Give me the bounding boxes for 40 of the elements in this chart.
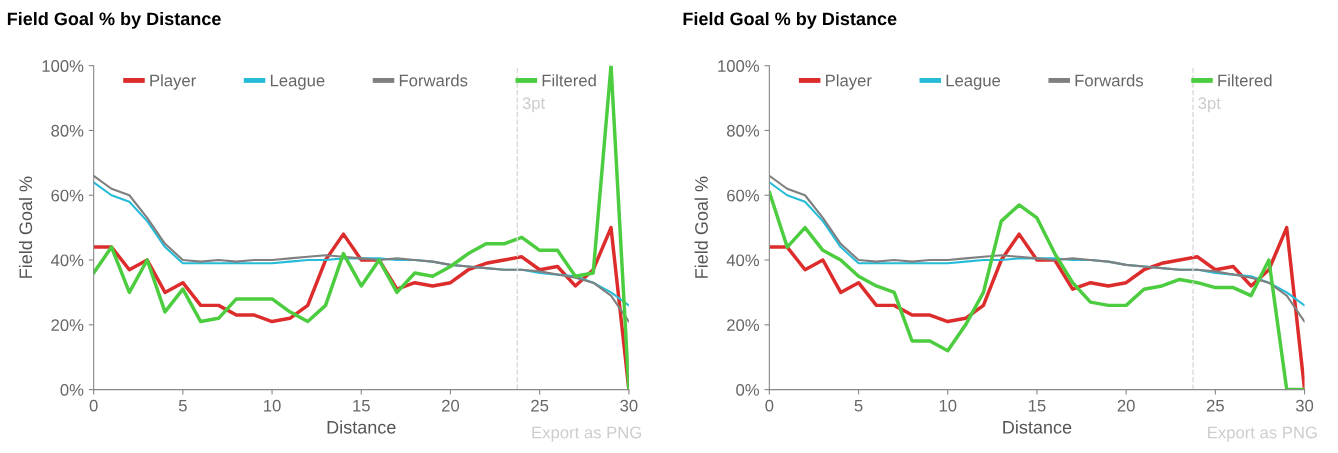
y-tick-label: 0% [736,383,760,396]
x-tick-label: 0 [765,399,774,412]
y-axis-title: Field Goal % [694,176,708,278]
legend-label: Forwards [1075,74,1144,87]
y-tick-label: 40% [50,254,84,267]
x-tick-label: 25 [1206,399,1224,412]
legend-label: Filtered [1218,74,1272,87]
legend-label: Filtered [542,74,596,87]
x-tick-label: 20 [442,399,460,412]
y-tick-label: 80% [726,124,760,137]
x-tick-label: 25 [531,399,549,412]
y-tick-label: 40% [726,254,760,267]
chart-title: Field Goal % by Distance [683,11,897,29]
legend-label: Forwards [399,74,468,87]
x-tick-label: 0 [89,399,98,412]
x-tick-label: 5 [854,399,863,412]
x-tick-label: 10 [939,399,957,412]
y-tick-label: 20% [727,319,760,331]
y-tick-label: 80% [51,124,84,137]
x-tick-label: 30 [1295,399,1314,412]
legend-label: Player [150,74,196,90]
x-tick-label: 5 [178,399,187,412]
y-axis-title: Field Goal % [18,176,33,278]
x-tick-label: 15 [353,399,370,412]
x-axis-title: Distance [327,420,396,434]
y-tick-label: 100% [718,60,760,72]
legend-label: League [270,74,325,90]
x-tick-label: 30 [620,399,638,412]
y-tick-label: 60% [727,189,760,202]
x-tick-label: 15 [1028,399,1046,412]
x-axis-title: Distance [1003,420,1072,434]
x-tick-label: 10 [264,399,281,412]
legend-label: League [946,74,1001,90]
y-tick-label: 20% [51,319,84,331]
y-tick-label: 60% [51,189,84,202]
legend-label: Player [826,74,872,90]
y-tick-label: 0% [60,383,84,396]
x-tick-label: 20 [1117,399,1135,412]
y-tick-label: 100% [42,60,84,72]
chart-title: Field Goal % by Distance [7,11,221,29]
